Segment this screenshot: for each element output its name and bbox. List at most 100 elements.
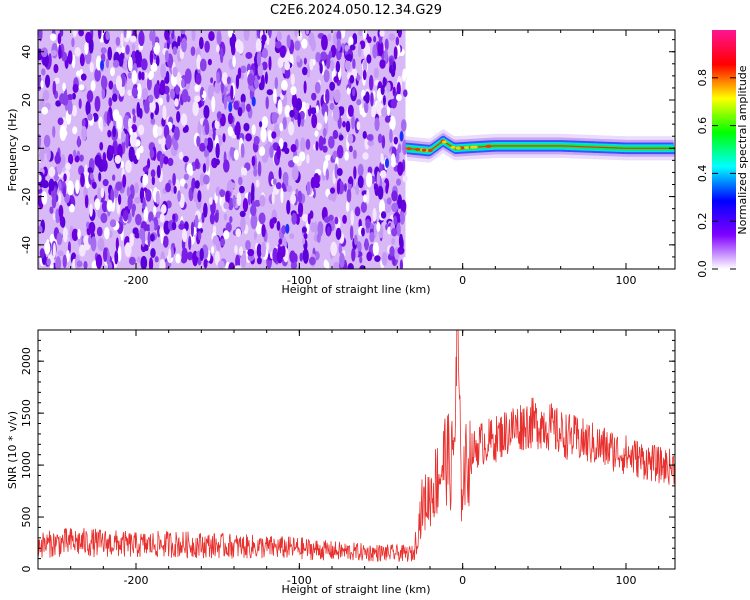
- noise-speck: [243, 30, 250, 41]
- noise-speck: [129, 35, 137, 43]
- noise-speck: [129, 127, 133, 136]
- noise-speck: [198, 36, 204, 50]
- noise-speck: [366, 54, 372, 64]
- noise-speck: [97, 207, 102, 219]
- noise-speck: [52, 80, 57, 96]
- noise-speck: [369, 231, 375, 243]
- noise-speck: [116, 114, 123, 130]
- noise-speck: [143, 206, 149, 222]
- noise-speck: [380, 152, 384, 164]
- noise-speck: [49, 33, 57, 41]
- noise-speck: [181, 228, 188, 243]
- noise-speck: [150, 112, 154, 120]
- noise-speck: [379, 59, 386, 69]
- noise-speck: [210, 77, 214, 84]
- noise-speck: [322, 127, 327, 138]
- colorbar-ticks: 0.0 0.2 0.4 0.6 0.8: [696, 69, 736, 278]
- noise-speck: [180, 30, 186, 35]
- noise-speck: [245, 133, 252, 142]
- noise-speck: [232, 55, 236, 68]
- y-tick-label: 20: [20, 93, 33, 107]
- noise-speck: [202, 174, 210, 185]
- noise-speck: [348, 145, 353, 153]
- noise-speck: [80, 172, 85, 188]
- noise-speck: [247, 191, 252, 206]
- signal-core: [405, 140, 674, 152]
- noise-speck: [216, 111, 222, 120]
- noise-peak: [399, 131, 404, 142]
- noise-speck: [240, 143, 245, 158]
- noise-speck: [278, 138, 284, 150]
- noise-speck: [292, 155, 300, 164]
- noise-speck: [344, 59, 351, 71]
- noise-speck: [391, 237, 396, 245]
- noise-speck: [111, 174, 116, 182]
- noise-speck: [297, 201, 304, 218]
- signal-track: [405, 129, 675, 163]
- noise-speck: [389, 246, 395, 257]
- noise-speck: [332, 129, 339, 140]
- noise-speck: [132, 30, 136, 36]
- noise-speck: [197, 120, 202, 137]
- noise-speck: [148, 257, 154, 269]
- noise-speck: [286, 200, 291, 215]
- noise-speck: [336, 179, 341, 195]
- noise-speck: [277, 99, 283, 115]
- noise-speck: [149, 220, 155, 233]
- noise-speck: [336, 30, 342, 41]
- noise-speck: [314, 81, 321, 94]
- noise-speck: [172, 66, 178, 78]
- noise-speck: [66, 180, 74, 196]
- noise-speck: [100, 47, 107, 54]
- snr-plot-area: [38, 330, 675, 569]
- noise-speck: [234, 39, 242, 53]
- noise-speck: [255, 179, 260, 188]
- noise-speck: [390, 98, 397, 109]
- noise-speck: [142, 166, 149, 173]
- noise-speck: [202, 163, 207, 174]
- noise-speck: [359, 256, 363, 264]
- noise-speck: [227, 112, 233, 125]
- noise-speck: [396, 222, 401, 237]
- noise-field: [38, 30, 408, 269]
- noise-speck: [324, 154, 332, 161]
- noise-speck: [156, 126, 163, 136]
- noise-speck: [62, 227, 68, 243]
- x-tick-label: 100: [616, 574, 637, 587]
- noise-speck: [363, 194, 367, 203]
- noise-speck: [256, 51, 262, 67]
- noise-speck: [356, 121, 361, 131]
- noise-speck: [138, 108, 143, 119]
- noise-speck: [395, 94, 402, 102]
- noise-speck: [245, 240, 251, 251]
- noise-speck: [291, 212, 297, 225]
- noise-speck: [377, 185, 384, 200]
- noise-speck: [372, 241, 379, 257]
- noise-speck: [256, 243, 262, 258]
- noise-speck: [58, 191, 62, 205]
- noise-speck: [67, 93, 74, 101]
- noise-speck: [94, 95, 101, 112]
- noise-speck: [330, 241, 338, 257]
- noise-speck: [257, 161, 262, 177]
- noise-speck: [342, 214, 347, 224]
- noise-speck: [345, 200, 350, 213]
- noise-speck: [335, 60, 341, 73]
- noise-speck: [152, 190, 157, 198]
- noise-speck: [376, 221, 381, 232]
- noise-speck: [55, 256, 62, 269]
- noise-speck: [366, 172, 373, 188]
- noise-speck: [329, 187, 336, 194]
- spectrogram-y-label: Frequency (Hz): [6, 109, 19, 192]
- noise-speck: [90, 236, 97, 252]
- noise-speck: [214, 250, 220, 266]
- noise-speck: [211, 96, 216, 113]
- noise-speck: [290, 193, 297, 205]
- noise-speck: [66, 250, 70, 263]
- noise-speck: [240, 65, 247, 74]
- noise-speck: [169, 88, 176, 100]
- noise-speck: [52, 243, 56, 258]
- colorbar-tick-label: 0.4: [696, 165, 709, 183]
- noise-speck: [152, 124, 159, 138]
- noise-speck: [246, 103, 251, 113]
